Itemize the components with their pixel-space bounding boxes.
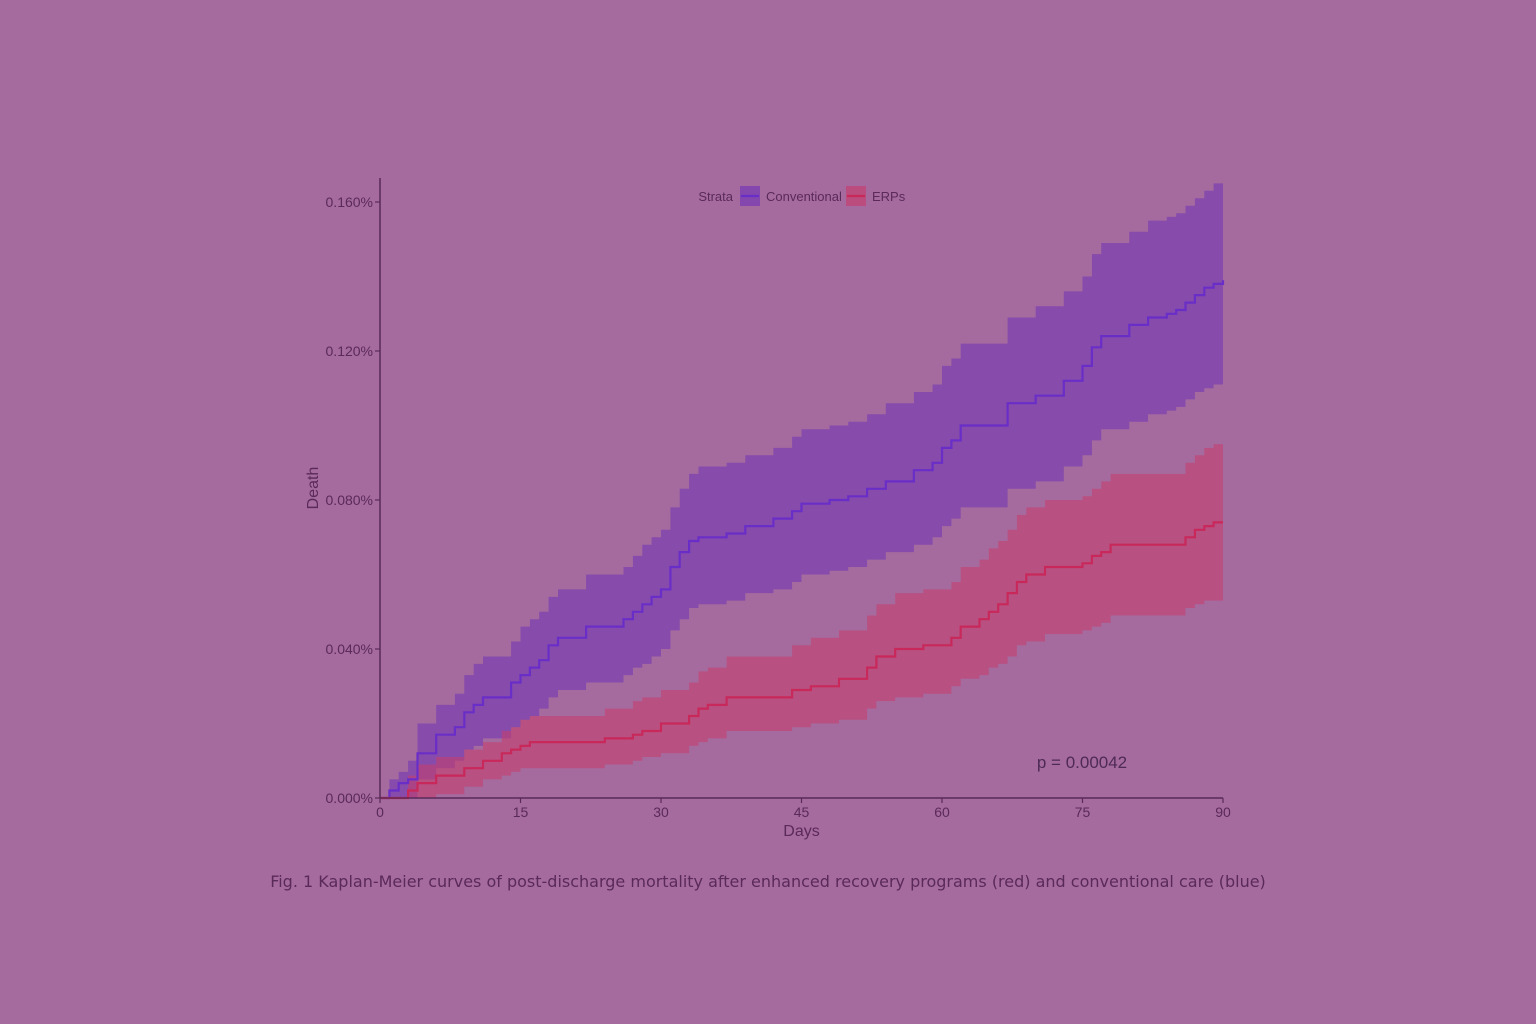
x-tick-label: 0 xyxy=(376,804,384,820)
x-tick-label: 60 xyxy=(934,804,950,820)
y-tick-label: 0.160% xyxy=(326,194,373,210)
p-value-annotation: p = 0.00042 xyxy=(1037,753,1127,772)
y-tick-label: 0.000% xyxy=(326,790,373,806)
legend-label-erps: ERPs xyxy=(872,189,906,204)
curve-erps xyxy=(380,521,1223,800)
legend: Strata Conventional ERPs xyxy=(698,186,906,206)
legend-title: Strata xyxy=(698,189,733,204)
x-tick-label: 75 xyxy=(1075,804,1091,820)
survival-curves xyxy=(380,280,1225,800)
curve-conventional xyxy=(380,280,1225,800)
band-erps xyxy=(380,444,1223,798)
band-conventional xyxy=(380,175,1223,798)
x-tick-label: 15 xyxy=(513,804,529,820)
x-tick-label: 45 xyxy=(794,804,810,820)
x-axis-title: Days xyxy=(783,823,819,840)
y-tick-label: 0.120% xyxy=(326,343,373,359)
y-tick-label: 0.080% xyxy=(326,492,373,508)
y-axis-title: Death xyxy=(305,467,322,510)
figure-caption: Fig. 1 Kaplan-Meier curves of post-disch… xyxy=(270,872,1266,891)
confidence-bands xyxy=(380,175,1223,798)
legend-label-conventional: Conventional xyxy=(766,189,842,204)
y-tick-label: 0.040% xyxy=(326,641,373,657)
axes: 0.000% 0.040% 0.080% 0.120% 0.160% 0 15 30 45 60 7… xyxy=(305,178,1231,840)
x-tick-label: 90 xyxy=(1215,804,1231,820)
x-tick-label: 30 xyxy=(653,804,669,820)
